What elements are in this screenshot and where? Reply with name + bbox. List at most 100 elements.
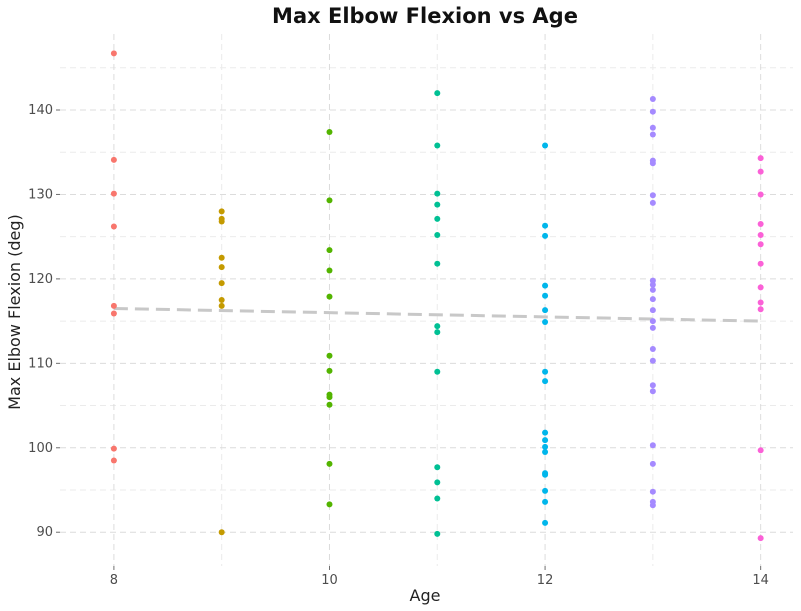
data-point — [542, 292, 549, 299]
data-point — [649, 199, 656, 206]
data-point — [542, 437, 549, 444]
data-point — [326, 352, 333, 359]
data-point — [326, 367, 333, 374]
data-point — [757, 191, 764, 198]
data-point — [434, 495, 441, 502]
data-points — [110, 50, 764, 542]
x-tick-label: 10 — [321, 573, 338, 588]
data-point — [542, 232, 549, 239]
data-point — [326, 501, 333, 508]
data-point — [218, 297, 225, 303]
data-point — [757, 299, 764, 306]
data-point — [110, 156, 117, 163]
x-axis-title: Age — [410, 586, 441, 605]
data-point — [649, 307, 656, 314]
data-point — [757, 260, 764, 267]
data-point — [542, 429, 549, 436]
grid — [60, 34, 793, 566]
data-point — [649, 345, 656, 352]
data-point — [649, 324, 656, 331]
data-point — [110, 50, 117, 57]
data-point — [326, 460, 333, 467]
data-point — [649, 192, 656, 199]
y-tick-label: 140 — [28, 103, 53, 118]
data-point — [326, 293, 333, 300]
data-point — [434, 530, 441, 537]
data-point — [757, 241, 764, 248]
x-tick-label: 8 — [110, 573, 118, 588]
data-point — [434, 190, 441, 197]
data-point — [649, 502, 656, 509]
data-point — [542, 498, 549, 505]
data-point — [218, 302, 225, 309]
data-point — [434, 90, 441, 97]
data-point — [434, 201, 441, 208]
data-point — [542, 487, 549, 494]
data-point — [110, 190, 117, 197]
data-point — [326, 128, 333, 135]
data-point — [542, 471, 549, 478]
data-point — [326, 401, 333, 408]
data-point — [434, 323, 441, 330]
data-point — [542, 443, 549, 450]
data-point — [542, 222, 549, 229]
data-point — [218, 264, 225, 271]
data-point — [649, 357, 656, 364]
data-point — [649, 388, 656, 395]
data-point — [218, 254, 225, 261]
y-tick-label: 100 — [28, 441, 53, 456]
data-point — [542, 449, 549, 455]
data-point — [757, 306, 764, 313]
data-point — [757, 155, 764, 162]
data-point — [110, 445, 117, 452]
data-point — [542, 378, 549, 385]
data-point — [326, 197, 333, 204]
data-point — [757, 535, 764, 542]
data-point — [649, 277, 656, 284]
y-axis-title: Max Elbow Flexion (deg) — [5, 214, 24, 410]
data-point — [326, 394, 333, 401]
x-tick-label: 12 — [537, 573, 554, 588]
axis-ticks: 8 10 12 14 90 100 110 120 130 140 — [28, 103, 769, 588]
data-point — [434, 215, 441, 222]
data-point — [326, 247, 333, 254]
chart-title: Max Elbow Flexion vs Age — [272, 4, 578, 28]
y-tick-label: 130 — [28, 187, 53, 202]
data-point — [542, 142, 549, 149]
data-point — [110, 223, 117, 230]
trend-line — [113, 306, 761, 323]
data-point — [434, 479, 441, 486]
data-point — [542, 519, 549, 526]
data-point — [757, 284, 764, 291]
y-tick-label: 90 — [36, 525, 53, 540]
data-point — [757, 231, 764, 238]
data-point — [434, 142, 441, 149]
data-point — [649, 488, 656, 495]
data-point — [649, 296, 656, 303]
data-point — [434, 329, 441, 336]
y-tick-label: 120 — [28, 272, 53, 287]
data-point — [649, 286, 656, 293]
data-point — [434, 368, 441, 375]
data-point — [542, 368, 549, 375]
data-point — [757, 221, 764, 227]
data-point — [218, 529, 225, 536]
trend-line-layer — [113, 306, 761, 323]
data-point — [649, 281, 656, 288]
data-point — [218, 280, 225, 287]
data-point — [542, 318, 549, 325]
data-point — [649, 382, 656, 389]
data-point — [110, 457, 117, 464]
data-point — [649, 160, 656, 167]
data-point — [434, 260, 441, 267]
data-point — [757, 168, 764, 175]
data-point — [110, 302, 117, 309]
data-point — [649, 108, 656, 115]
data-point — [649, 460, 656, 467]
data-point — [649, 318, 656, 325]
data-point — [542, 282, 549, 289]
data-point — [110, 310, 117, 317]
data-point — [434, 231, 441, 238]
data-point — [218, 208, 225, 215]
